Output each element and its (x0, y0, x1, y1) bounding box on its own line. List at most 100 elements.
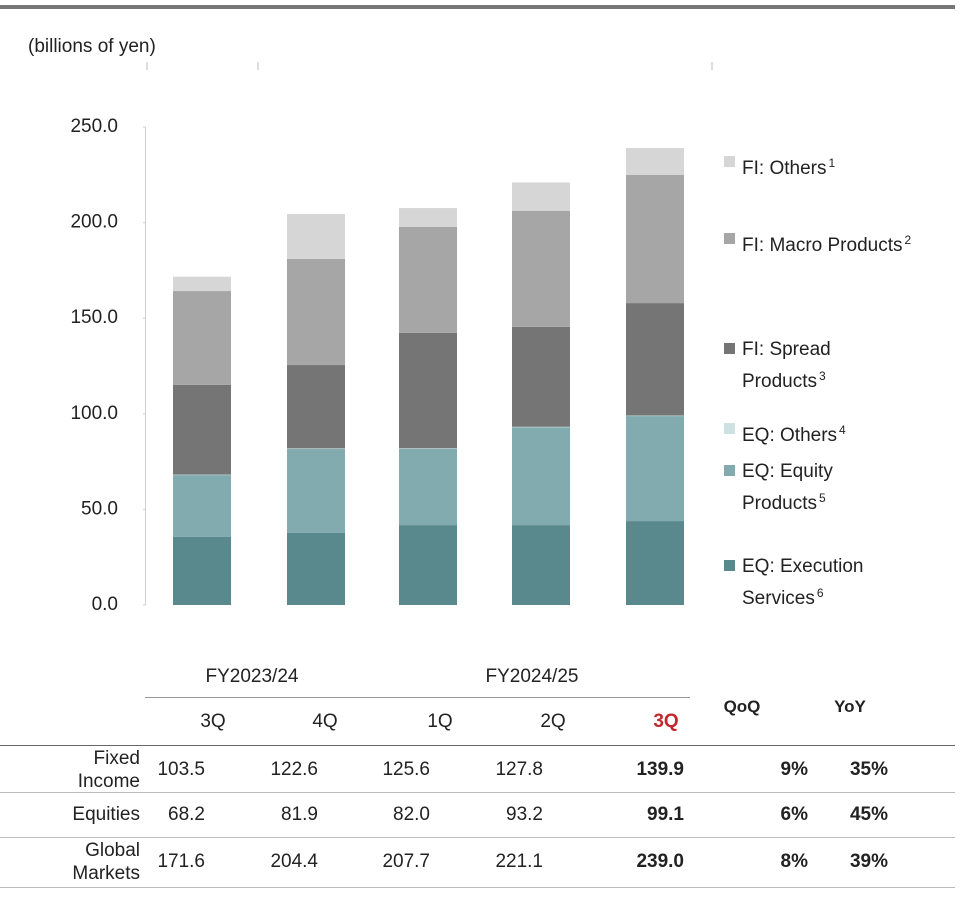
legend-swatch (724, 343, 735, 354)
row-label: Global Markets (72, 840, 140, 884)
change-cell: 9% (780, 759, 808, 780)
column-header: 1Q (427, 711, 453, 732)
bar-segment (399, 226, 457, 333)
legend-footnote: 6 (816, 586, 824, 600)
bar-segment (626, 148, 684, 175)
cell: 239.0 (636, 851, 684, 872)
change-header: QoQ (723, 697, 761, 716)
y-tick-label: 50.0 (81, 498, 118, 519)
y-tick-label: 200.0 (70, 212, 118, 233)
bar-segment (626, 174, 684, 304)
bar-segment (173, 474, 231, 537)
y-tick-label: 100.0 (70, 403, 118, 424)
bar-segment (173, 384, 231, 475)
bar-segment (512, 326, 570, 427)
legend-swatch (724, 560, 735, 571)
cell: 221.1 (495, 851, 543, 872)
y-tick-label: 250.0 (70, 116, 118, 137)
legend-footnote: 5 (818, 491, 826, 505)
bar-segment (399, 525, 457, 605)
y-tick-label: 150.0 (70, 307, 118, 328)
legend-swatch (724, 233, 735, 244)
change-cell: 8% (780, 851, 808, 872)
change-header: YoY (834, 697, 866, 716)
bar-segment (173, 291, 231, 385)
legend-item: FI: Spread Products 3 (724, 337, 892, 395)
legend-footnote: 1 (828, 156, 836, 170)
legend-item: EQ: Execution Services 6 (724, 554, 932, 612)
column-header: 2Q (540, 711, 566, 732)
cell: 204.4 (270, 851, 318, 872)
column-header: 4Q (312, 711, 338, 732)
row-label: Fixed Income (77, 748, 140, 792)
change-cell: 39% (849, 851, 888, 872)
bar-segment (287, 365, 345, 449)
bar-segment (512, 426, 570, 428)
cell: 103.5 (157, 759, 205, 780)
bar-segment (626, 303, 684, 416)
period-header: FY2023/24 (205, 666, 299, 687)
legend-item: FI: Others 1 (724, 150, 970, 182)
bar-segment (399, 448, 457, 526)
bar-segment (512, 426, 570, 526)
cell: 93.2 (506, 804, 543, 825)
cell: 82.0 (393, 804, 430, 825)
legend-item: EQ: Equity Products 5 (724, 459, 892, 517)
cell: 125.6 (382, 759, 430, 780)
legend-swatch (724, 465, 735, 476)
legend-label: FI: Spread Products (742, 339, 831, 392)
legend-label: EQ: Execution Services (742, 556, 864, 609)
table-rule (145, 697, 690, 698)
bar-segment (287, 532, 345, 605)
change-cell: 35% (849, 759, 888, 780)
cell: 171.6 (157, 851, 205, 872)
bar-segment (173, 536, 231, 605)
bar-segment (173, 276, 231, 292)
cell: 127.8 (495, 759, 543, 780)
bar-segment (173, 474, 231, 476)
legend-footnote: 2 (904, 233, 912, 247)
legend-item: EQ: Others 4 (724, 417, 970, 449)
legend-item: FI: Macro Products 2 (724, 227, 970, 259)
table-rule (0, 837, 955, 838)
cell: 139.9 (636, 759, 684, 780)
bar-segment (399, 448, 457, 449)
legend-swatch (724, 423, 735, 434)
bar-segment (287, 448, 345, 450)
bar-segment (626, 521, 684, 605)
bar-segment (512, 210, 570, 327)
legend-label: EQ: Others (742, 425, 838, 446)
period-header: FY2024/25 (485, 666, 579, 687)
table-rule (0, 887, 955, 888)
bar-segment (287, 448, 345, 533)
cell: 81.9 (281, 804, 318, 825)
cell: 207.7 (382, 851, 430, 872)
bar-segment (287, 258, 345, 366)
change-cell: 6% (780, 804, 808, 825)
cell: 68.2 (168, 804, 205, 825)
bar-segment (399, 332, 457, 449)
bar-segment (512, 182, 570, 211)
top-rule (0, 5, 955, 9)
legend-footnote: 3 (818, 369, 826, 383)
legend-footnote: 4 (839, 423, 846, 437)
legend-label: EQ: Equity Products (742, 461, 833, 514)
legend-label: FI: Macro Products (742, 235, 903, 256)
column-header: 3Q (200, 711, 226, 732)
cell: 99.1 (647, 804, 684, 825)
legend-swatch (724, 156, 735, 167)
legend-label: FI: Others (742, 158, 827, 179)
table-rule (0, 792, 955, 793)
bar-segment (626, 415, 684, 522)
bar-segment (287, 213, 345, 259)
y-tick-label: 0.0 (92, 594, 118, 615)
change-cell: 45% (849, 804, 888, 825)
bar-segment (626, 415, 684, 417)
bar-segment (512, 525, 570, 605)
table-rule (0, 745, 955, 746)
cell: 122.6 (270, 759, 318, 780)
unit-label: (billions of yen) (28, 36, 156, 57)
column-header: 3Q (653, 711, 679, 732)
